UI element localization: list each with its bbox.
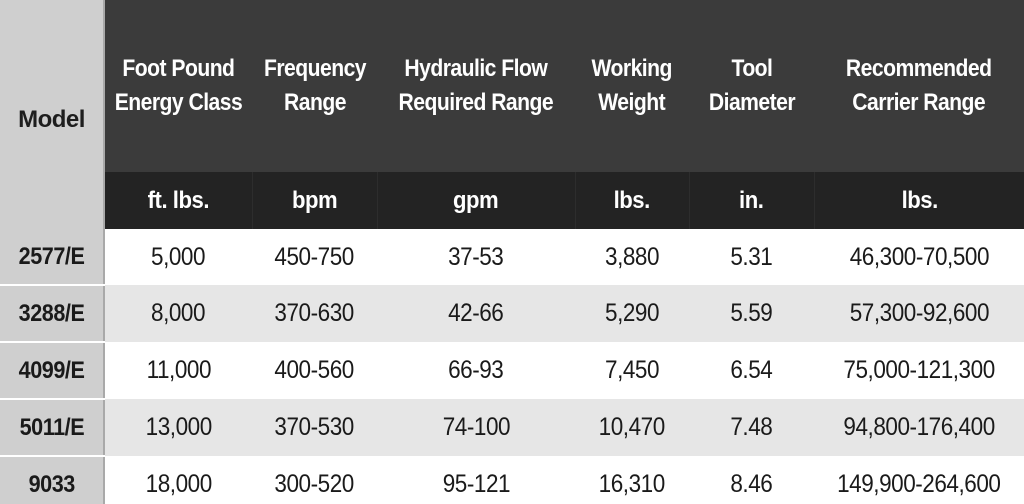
frequency-cell: 370-530 <box>252 399 377 456</box>
energy-cell: 11,000 <box>104 342 252 399</box>
hydraulic-flow-cell: 74-100 <box>377 399 575 456</box>
energy-cell: 5,000 <box>104 229 252 285</box>
frequency-cell: 370-630 <box>252 285 377 342</box>
column-header-frequency: Frequency Range <box>252 0 377 172</box>
frequency-cell: 400-560 <box>252 342 377 399</box>
column-header-working-weight: Working Weight <box>575 0 689 172</box>
model-cell: 5011/E <box>0 399 105 457</box>
column-header-hydraulic-flow: Hydraulic Flow Required Range <box>377 0 575 172</box>
working-weight-cell: 10,470 <box>575 399 689 456</box>
table-row: 5011/E 13,000 370-530 74-100 10,470 7.48… <box>0 399 1024 457</box>
table-row: 3288/E 8,000 370-630 42-66 5,290 5.59 57… <box>0 285 1024 343</box>
model-cell: 4099/E <box>0 342 105 400</box>
working-weight-cell: 5,290 <box>575 285 689 342</box>
frequency-cell: 450-750 <box>252 229 377 285</box>
model-cell: 2577/E <box>0 229 105 286</box>
tool-diameter-cell: 6.54 <box>689 342 814 399</box>
table-row: 4099/E 11,000 400-560 66-93 7,450 6.54 7… <box>0 342 1024 400</box>
model-cell: 9033 <box>0 456 105 504</box>
hydraulic-flow-cell: 95-121 <box>377 456 575 504</box>
unit-row: ft. lbs. bpm gpm lbs. in. lbs. <box>0 172 1024 229</box>
unit-frequency: bpm <box>251 172 377 229</box>
energy-cell: 18,000 <box>104 456 252 504</box>
header-row: Model Foot Pound Energy Class Frequency … <box>0 0 1024 229</box>
column-header-carrier-range: Recommended Carrier Range <box>814 0 1024 172</box>
carrier-range-cell: 94,800-176,400 <box>814 399 1024 456</box>
unit-hydraulic-flow: gpm <box>376 172 575 229</box>
working-weight-cell: 16,310 <box>575 456 689 504</box>
model-header: Model <box>0 0 105 229</box>
unit-tool-diameter: in. <box>688 172 814 229</box>
column-header-tool-diameter: Tool Diameter <box>689 0 814 172</box>
unit-carrier-range: lbs. <box>813 172 1024 229</box>
energy-cell: 13,000 <box>104 399 252 456</box>
carrier-range-cell: 57,300-92,600 <box>814 285 1024 342</box>
hydraulic-flow-cell: 42-66 <box>377 285 575 342</box>
tool-diameter-cell: 8.46 <box>689 456 814 504</box>
energy-cell: 8,000 <box>104 285 252 342</box>
hydraulic-flow-cell: 37-53 <box>377 229 575 285</box>
working-weight-cell: 3,880 <box>575 229 689 285</box>
tool-diameter-cell: 7.48 <box>689 399 814 456</box>
hydraulic-flow-cell: 66-93 <box>377 342 575 399</box>
table-row: 2577/E 5,000 450-750 37-53 3,880 5.31 46… <box>0 229 1024 286</box>
carrier-range-cell: 75,000-121,300 <box>814 342 1024 399</box>
unit-energy: ft. lbs. <box>103 172 252 229</box>
tool-diameter-cell: 5.59 <box>689 285 814 342</box>
table-row: 9033 18,000 300-520 95-121 16,310 8.46 1… <box>0 456 1024 504</box>
tool-diameter-cell: 5.31 <box>689 229 814 285</box>
unit-working-weight: lbs. <box>574 172 689 229</box>
frequency-cell: 300-520 <box>252 456 377 504</box>
model-cell: 3288/E <box>0 285 105 343</box>
column-header-energy: Foot Pound Energy Class <box>104 0 252 172</box>
carrier-range-cell: 46,300-70,500 <box>814 229 1024 285</box>
carrier-range-cell: 149,900-264,600 <box>814 456 1024 504</box>
working-weight-cell: 7,450 <box>575 342 689 399</box>
